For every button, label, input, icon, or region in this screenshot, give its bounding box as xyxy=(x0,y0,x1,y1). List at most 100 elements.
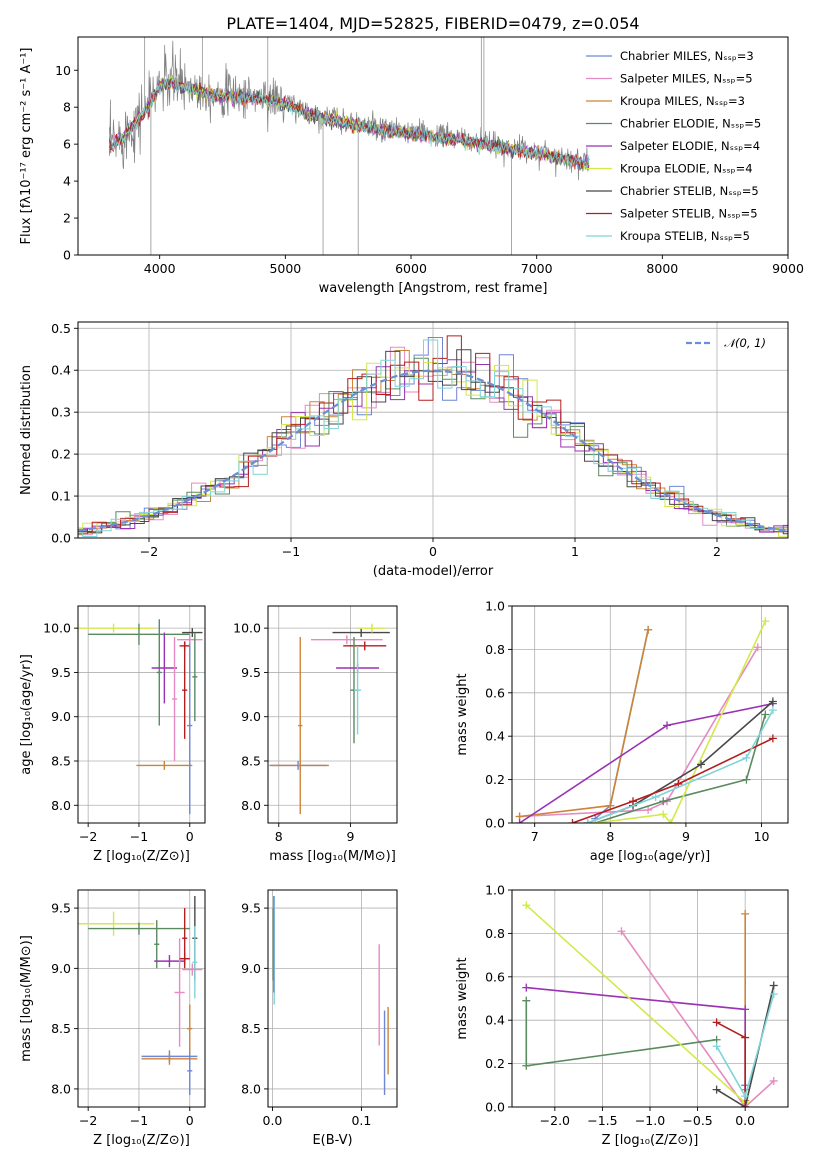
x-tick-label: 0 xyxy=(429,544,437,559)
panel-age-vs-Z: −2 −1 0 8.0 8.5 9.0 9.5 10.0 Z [log₁₀(Z/Z⊙)] age … xyxy=(19,605,206,864)
axes-frame xyxy=(77,889,206,1108)
y-tick-label: 9.0 xyxy=(241,709,261,724)
weight-marker xyxy=(712,1085,721,1094)
x-tick-label: −2 xyxy=(79,829,97,844)
plot-area xyxy=(269,623,390,815)
x-axis-label: E(B-V) xyxy=(312,1133,352,1148)
x-tick-label: 10 xyxy=(754,829,770,844)
x-tick-label: −1.5 xyxy=(587,1113,617,1128)
y-axis-label: mass weight xyxy=(455,957,470,1039)
weight-marker xyxy=(606,801,615,810)
x-axis-label: Z [log₁₀(Z/Z⊙)] xyxy=(93,1133,190,1148)
weight-marker xyxy=(768,697,777,706)
y-tick-label: 8.5 xyxy=(241,1021,261,1036)
y-tick-label: 0.2 xyxy=(485,1056,505,1071)
x-axis-label: Z [log₁₀(Z/Z⊙)] xyxy=(602,1133,699,1148)
plot-area xyxy=(108,37,590,255)
model-line-6 xyxy=(108,77,590,171)
weight-marker xyxy=(522,1061,531,1070)
y-tick-label: 0 xyxy=(63,248,71,263)
x-tick-label: 8000 xyxy=(646,261,678,276)
weight-marker xyxy=(769,1076,778,1085)
weight-line-4 xyxy=(526,986,746,1107)
plot-area xyxy=(522,901,778,1107)
x-tick-label: 8 xyxy=(606,829,614,844)
y-axis-label: mass weight xyxy=(455,673,470,755)
y-tick-label: 2 xyxy=(63,211,71,226)
y-tick-label: 10.0 xyxy=(233,621,261,636)
weight-line-5 xyxy=(595,620,767,823)
x-axis-label: Z [log₁₀(Z/Z⊙)] xyxy=(93,849,190,864)
y-tick-label: 8.0 xyxy=(51,1081,71,1096)
weight-marker xyxy=(769,981,778,990)
y-tick-label: 8.0 xyxy=(241,1081,261,1096)
weight-line-8 xyxy=(587,709,774,823)
x-tick-label: −1.0 xyxy=(635,1113,665,1128)
weight-line-2 xyxy=(519,629,649,818)
weight-marker xyxy=(741,909,750,918)
x-tick-label: −1 xyxy=(282,544,300,559)
y-tick-label: 0.2 xyxy=(485,772,505,787)
x-tick-label: 7 xyxy=(531,829,539,844)
panel-residuals: −2 −1 0 1 2 0.0 0.1 0.2 0.3 0.4 0.5 (data-model)/er… xyxy=(19,321,789,579)
legend-label-8: Kroupa STELIB, Nₛₛₚ=5 xyxy=(620,229,750,243)
weight-marker xyxy=(742,775,751,784)
x-tick-label: 2 xyxy=(713,544,721,559)
legend-label-4: Salpeter ELODIE, Nₛₛₚ=4 xyxy=(620,139,760,153)
y-tick-label: 6 xyxy=(63,137,71,152)
y-tick-label: 8.5 xyxy=(51,754,71,769)
weight-marker xyxy=(753,643,762,652)
panel-weight-vs-Z: −2.0 −1.5 −1.0 −0.5 0.0 0.0 0.2 0.4 0.6 0.8 1.0 Z [… xyxy=(455,883,789,1148)
y-tick-label: 8 xyxy=(63,100,71,115)
y-tick-label: 0.4 xyxy=(485,729,505,744)
axes-frame xyxy=(77,605,206,824)
y-tick-label: 0.0 xyxy=(485,1100,505,1115)
legend-label-2: Kroupa MILES, Nₛₛₚ=3 xyxy=(620,94,745,108)
y-tick-label: 4 xyxy=(63,174,71,189)
y-tick-label: 9.0 xyxy=(241,961,261,976)
x-tick-label: 4000 xyxy=(144,261,176,276)
weight-marker xyxy=(741,1092,750,1101)
plot-area xyxy=(78,619,203,815)
weight-marker xyxy=(568,819,577,823)
weight-line-5 xyxy=(525,904,746,1104)
hist-step-3 xyxy=(78,357,788,535)
y-tick-label: 9.0 xyxy=(51,961,71,976)
y-tick-label: 0.8 xyxy=(485,642,505,657)
weight-marker xyxy=(741,1005,750,1014)
x-tick-label: 0.0 xyxy=(735,1113,755,1128)
x-axis-label: wavelength [Angstrom, rest frame] xyxy=(319,281,548,296)
legend-label-0: Chabrier MILES, Nₛₛₚ=3 xyxy=(620,49,754,63)
y-tick-label: 0.6 xyxy=(485,969,505,984)
x-tick-label: 8 xyxy=(275,829,283,844)
y-axis-label: Normed distribution xyxy=(19,365,34,495)
weight-marker xyxy=(741,1033,750,1042)
y-tick-label: 9.5 xyxy=(241,665,261,680)
weight-marker xyxy=(659,797,668,806)
weight-marker xyxy=(712,1018,721,1027)
y-tick-label: 1.0 xyxy=(485,599,505,614)
y-axis-label: mass [log₁₀(M/M⊙)] xyxy=(19,935,34,1062)
panel-mass-vs-Z: −2 −1 0 8.0 8.5 9.0 9.5 Z [log₁₀(Z/Z⊙)] mass [lo… xyxy=(19,889,206,1148)
x-tick-label: 1 xyxy=(571,544,579,559)
x-tick-label: −1 xyxy=(130,1113,148,1128)
x-tick-label: −2.0 xyxy=(540,1113,570,1128)
hist-step-0 xyxy=(78,337,788,533)
weight-marker xyxy=(761,617,770,626)
panel-spectrum: 4000 5000 6000 7000 8000 9000 0 2 4 6 8 10 wavelengt… xyxy=(19,14,804,296)
weight-marker xyxy=(768,706,777,715)
weight-marker xyxy=(583,819,592,823)
y-tick-label: 9.5 xyxy=(51,665,71,680)
panel-age-vs-mass: 8 9 8.0 8.5 9.0 9.5 10.0 mass [log₁₀(M/M⊙)] xyxy=(233,605,398,864)
panel-mass-vs-EBV: 0.0 0.1 8.0 8.5 9.0 9.5 E(B-V) xyxy=(241,889,398,1148)
x-tick-label: 9 xyxy=(346,829,354,844)
x-tick-label: 0.0 xyxy=(263,1113,283,1128)
weight-marker xyxy=(663,721,672,730)
weight-marker xyxy=(628,797,637,806)
x-axis-label: (data-model)/error xyxy=(373,564,494,579)
y-tick-label: 8.5 xyxy=(51,1021,71,1036)
y-tick-label: 0.8 xyxy=(485,926,505,941)
legend-label-5: Kroupa ELODIE, Nₛₛₚ=4 xyxy=(620,162,753,176)
y-tick-label: 8.0 xyxy=(241,798,261,813)
weight-marker xyxy=(522,901,531,910)
